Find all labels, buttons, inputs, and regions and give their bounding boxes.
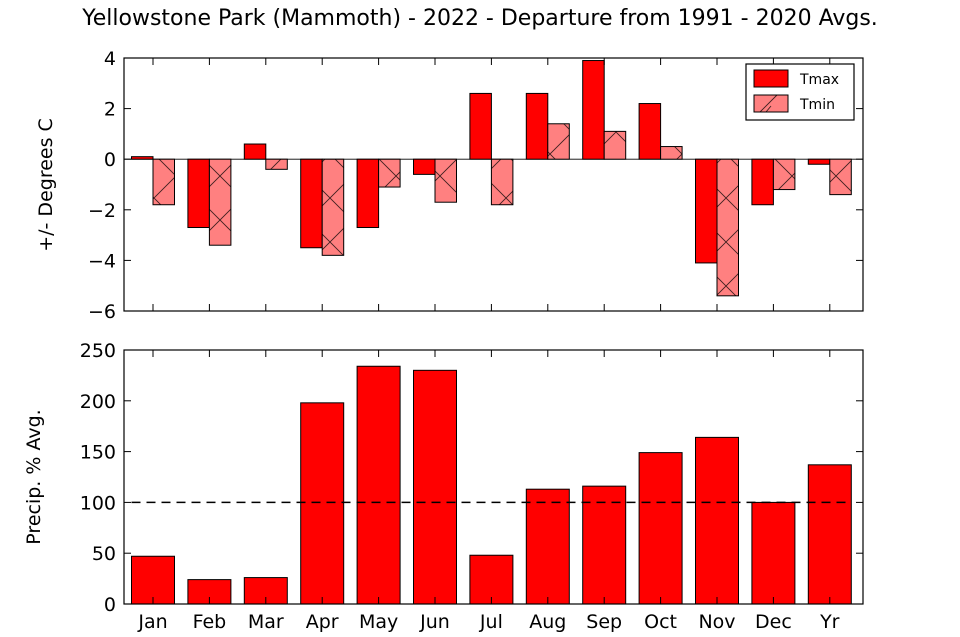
x-tick-label-jul: Jul xyxy=(479,611,503,633)
precip-bar-jul xyxy=(469,554,514,605)
x-tick-label-may: May xyxy=(359,611,398,633)
precip-y-tick-label: 0 xyxy=(104,594,116,616)
x-tick-label-feb: Feb xyxy=(193,611,227,633)
precip-bar-jun xyxy=(413,369,457,605)
x-tick-label-dec: Dec xyxy=(755,611,792,633)
x-tick-label-mar: Mar xyxy=(248,611,284,633)
x-tick-label-apr: Apr xyxy=(306,611,339,633)
tmin-bar-hatch-mar xyxy=(265,159,288,170)
x-tick-label-jun: Jun xyxy=(419,611,450,633)
temp-chart: 4 2 0 −2 −4 −6 +/- Degrees C Tmax Tmin xyxy=(35,48,864,323)
tmin-bar-hatch-nov xyxy=(717,159,739,296)
temp-x-ticks xyxy=(152,58,831,311)
precip-y-tick-label: 250 xyxy=(80,340,116,362)
legend-swatch-tmin xyxy=(753,94,789,113)
temp-y-tick-label: 2 xyxy=(104,99,116,121)
temp-bars xyxy=(131,60,852,297)
temp-y-tick-label: −2 xyxy=(88,200,116,222)
precip-bars xyxy=(131,365,852,605)
tmin-bar-hatch-yr xyxy=(829,159,852,195)
tmin-bar-hatch-jun xyxy=(435,159,457,203)
tmin-bar-hatch-jul xyxy=(491,159,513,205)
precip-plot-frame xyxy=(123,349,864,605)
x-tick-label-yr: Yr xyxy=(819,611,840,633)
temp-y-tick-label: −4 xyxy=(88,250,116,272)
precip-bar-dec xyxy=(751,501,796,605)
precip-x-ticks: Jan Feb Mar Apr May Jun Jul Aug Sep Oct Nov Dec Yr xyxy=(137,350,840,633)
tmax-bar-jul xyxy=(469,92,492,160)
tmax-bar-yr xyxy=(807,158,831,165)
x-tick-label-nov: Nov xyxy=(698,611,735,633)
tmin-bar-hatch-apr xyxy=(322,159,344,256)
tmax-bar-apr xyxy=(300,158,323,249)
legend-label-tmin: Tmin xyxy=(799,97,835,113)
tmax-bar-feb xyxy=(187,158,210,229)
temp-y-tick-label: −6 xyxy=(88,301,116,323)
precip-y-tick-label: 150 xyxy=(80,442,116,464)
tmin-bar-hatch-feb xyxy=(209,159,231,246)
precip-bar-yr xyxy=(807,464,852,605)
x-tick-label-jan: Jan xyxy=(137,611,167,633)
tmax-bar-nov xyxy=(695,158,718,264)
tmax-bar-jan xyxy=(131,156,154,160)
tmax-bar-jun xyxy=(413,158,436,175)
precip-bar-oct xyxy=(638,452,683,605)
temp-y-axis-label: +/- Degrees C xyxy=(35,118,57,252)
legend: Tmax Tmin xyxy=(745,63,855,121)
precip-y-tick-label: 100 xyxy=(80,492,116,514)
precip-bar-nov xyxy=(695,436,739,605)
precip-bar-may xyxy=(356,365,401,605)
tmax-bar-aug xyxy=(525,92,549,160)
legend-label-tmax: Tmax xyxy=(799,72,839,88)
precip-bar-apr xyxy=(300,402,345,605)
temp-plot-frame xyxy=(123,57,864,312)
temp-y-ticks: 4 2 0 −2 −4 −6 xyxy=(88,48,863,323)
precip-y-ticks: 250 200 150 100 50 0 xyxy=(80,340,863,616)
precip-bar-sep xyxy=(582,485,627,605)
precip-bar-aug xyxy=(525,488,570,605)
tmin-bar-hatch-aug xyxy=(547,123,570,160)
tmax-bar-may xyxy=(356,158,380,229)
tmin-bar-hatch-oct xyxy=(660,146,683,160)
precip-y-tick-label: 200 xyxy=(80,391,116,413)
tmax-bar-dec xyxy=(751,158,774,206)
precip-y-tick-label: 50 xyxy=(92,543,116,565)
tmin-bar-hatch-dec xyxy=(773,159,795,190)
chart-title: Yellowstone Park (Mammoth) - 2022 - Depa… xyxy=(81,6,878,31)
legend-swatch-tmax xyxy=(753,69,789,88)
tmax-bar-oct xyxy=(638,103,662,160)
x-tick-label-aug: Aug xyxy=(529,611,566,633)
temp-y-tick-label: 0 xyxy=(104,149,116,171)
x-tick-label-oct: Oct xyxy=(644,611,677,633)
tmax-bar-sep xyxy=(582,60,605,160)
tmax-bar-mar xyxy=(243,143,267,160)
tmin-bar-hatch-jan xyxy=(153,159,175,205)
tmin-bar-hatch-may xyxy=(378,159,401,188)
precip-y-axis-label: Precip. % Avg. xyxy=(23,409,45,544)
precip-chart: 250 200 150 100 50 0 Jan Feb Mar Apr May Jun Jul Aug… xyxy=(23,340,864,633)
tmin-bar-hatch-sep xyxy=(604,131,626,160)
temp-y-tick-label: 4 xyxy=(104,48,116,70)
precip-bar-jan xyxy=(131,555,175,605)
legend-swatch-tmin-hatch xyxy=(759,94,778,113)
x-tick-label-sep: Sep xyxy=(586,611,622,633)
